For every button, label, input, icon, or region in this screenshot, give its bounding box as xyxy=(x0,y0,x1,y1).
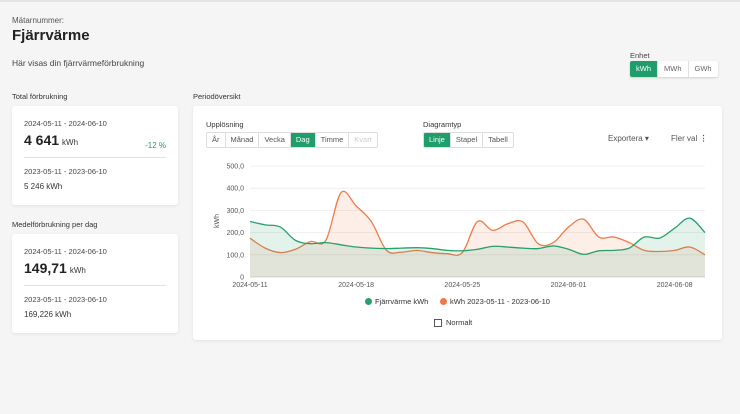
y-tick-label: 300,0 xyxy=(226,208,244,215)
normal-label: Normalt xyxy=(446,318,473,327)
more-options-label: Fler val xyxy=(671,134,698,143)
current-series-line xyxy=(249,217,706,256)
legend-previous-label: kWh 2023-05-11 - 2023-06-10 xyxy=(450,297,550,306)
legend-current-label: Fjärrvärme kWh xyxy=(375,297,429,306)
total-current-value: 4 641 kWh xyxy=(24,132,78,148)
total-divider xyxy=(24,157,166,158)
resolution-year-button[interactable]: År xyxy=(212,135,220,144)
average-previous-value: 169,226 kWh xyxy=(24,310,72,319)
x-tick-label: 2024-06-08 xyxy=(657,282,693,289)
resolution-quarter-button: Kvart xyxy=(348,133,377,147)
resolution-day-button[interactable]: Dag xyxy=(289,133,315,147)
chart-y-axis-label: kWh xyxy=(214,214,221,228)
export-label: Exportera xyxy=(608,134,643,143)
previous-series-area xyxy=(250,191,705,277)
chart-type-label: Diagramtyp xyxy=(423,120,462,129)
meter-number-label: Mätarnummer: xyxy=(12,16,65,25)
resolution-label: Upplösning xyxy=(206,120,244,129)
chart-type-bar-button[interactable]: Stapel xyxy=(449,133,482,147)
more-options-button[interactable]: Fler val ⋮ xyxy=(671,134,707,143)
legend-previous-dot xyxy=(440,298,447,305)
average-current-unit: kWh xyxy=(69,266,86,275)
resolution-month-button[interactable]: Månad xyxy=(224,133,259,147)
average-current-value: 149,71 kWh xyxy=(24,260,86,276)
average-previous-period: 2023-05-11 - 2023-06-10 xyxy=(24,295,107,304)
chart-grid xyxy=(250,165,705,278)
unit-selector: kWh MWh GWh xyxy=(630,61,718,77)
total-previous-value: 5 246 kWh xyxy=(24,182,63,191)
legend-current-dot xyxy=(365,298,372,305)
unit-kwh-button[interactable]: kWh xyxy=(630,61,657,77)
kebab-menu-icon: ⋮ xyxy=(699,134,708,143)
y-tick-label: 0 xyxy=(240,275,244,282)
total-current-unit: kWh xyxy=(62,138,79,147)
resolution-hour-button[interactable]: Timme xyxy=(314,133,349,147)
chart-x-ticks: 2024-05-11 2024-05-18 2024-05-25 2024-06-01… xyxy=(232,282,692,289)
total-current-period: 2024-05-11 - 2024-06-10 xyxy=(24,119,107,128)
chart-y-ticks: 0 100,0 200,0 300,0 400,0 500,0 xyxy=(226,164,244,282)
chart-series xyxy=(249,190,706,277)
average-card: 2024-05-11 - 2024-06-10 149,71 kWh 2023-0… xyxy=(12,234,178,333)
total-change-badge: -12 % xyxy=(145,141,166,150)
unit-label: Enhet xyxy=(630,51,650,60)
previous-series-line xyxy=(249,190,706,256)
x-tick-label: 2024-05-25 xyxy=(444,282,480,289)
caret-down-icon: ▾ xyxy=(644,134,649,143)
y-tick-label: 400,0 xyxy=(226,186,244,193)
average-current-period: 2024-05-11 - 2024-06-10 xyxy=(24,247,107,256)
unit-gwh-button[interactable]: GWh xyxy=(687,61,718,77)
top-divider xyxy=(0,0,740,2)
legend-current-series[interactable]: Fjärrvärme kWh xyxy=(365,297,428,306)
page-description: Här visas din fjärrvärmeförbrukning xyxy=(12,58,145,68)
average-current-number: 149,71 xyxy=(24,260,67,276)
normal-toggle[interactable]: Normalt xyxy=(434,318,472,327)
x-tick-label: 2024-05-18 xyxy=(338,282,374,289)
chart-type-table-button[interactable]: Tabell xyxy=(482,133,513,147)
normal-checkbox[interactable] xyxy=(434,318,442,327)
legend-previous-series[interactable]: kWh 2023-05-11 - 2023-06-10 xyxy=(440,297,550,306)
y-tick-label: 100,0 xyxy=(226,252,244,259)
total-previous-period: 2023-05-11 - 2023-06-10 xyxy=(24,167,107,176)
average-divider xyxy=(24,285,166,286)
y-tick-label: 200,0 xyxy=(226,230,244,237)
resolution-week-button[interactable]: Vecka xyxy=(258,133,289,147)
page-title: Fjärrvärme xyxy=(12,27,90,44)
current-series-area xyxy=(250,218,705,277)
x-tick-label: 2024-05-11 xyxy=(232,282,267,289)
export-button[interactable]: Exportera ▾ xyxy=(608,134,649,143)
chart-type-line-button[interactable]: Linje xyxy=(424,133,450,147)
chart-type-selector: Linje Stapel Tabell xyxy=(423,132,514,148)
total-current-number: 4 641 xyxy=(24,132,60,148)
resolution-selector: År Månad Vecka Dag Timme Kvart xyxy=(206,132,378,148)
x-tick-label: 2024-06-01 xyxy=(551,282,587,289)
total-card: 2024-05-11 - 2024-06-10 4 641 kWh -12 % 2… xyxy=(12,106,178,205)
average-section-label: Medelförbrukning per dag xyxy=(12,220,98,229)
overview-section-label: Periodöversikt xyxy=(193,92,241,101)
unit-mwh-button[interactable]: MWh xyxy=(657,61,688,77)
y-tick-label: 500,0 xyxy=(226,164,244,171)
total-section-label: Total förbrukning xyxy=(12,92,68,101)
